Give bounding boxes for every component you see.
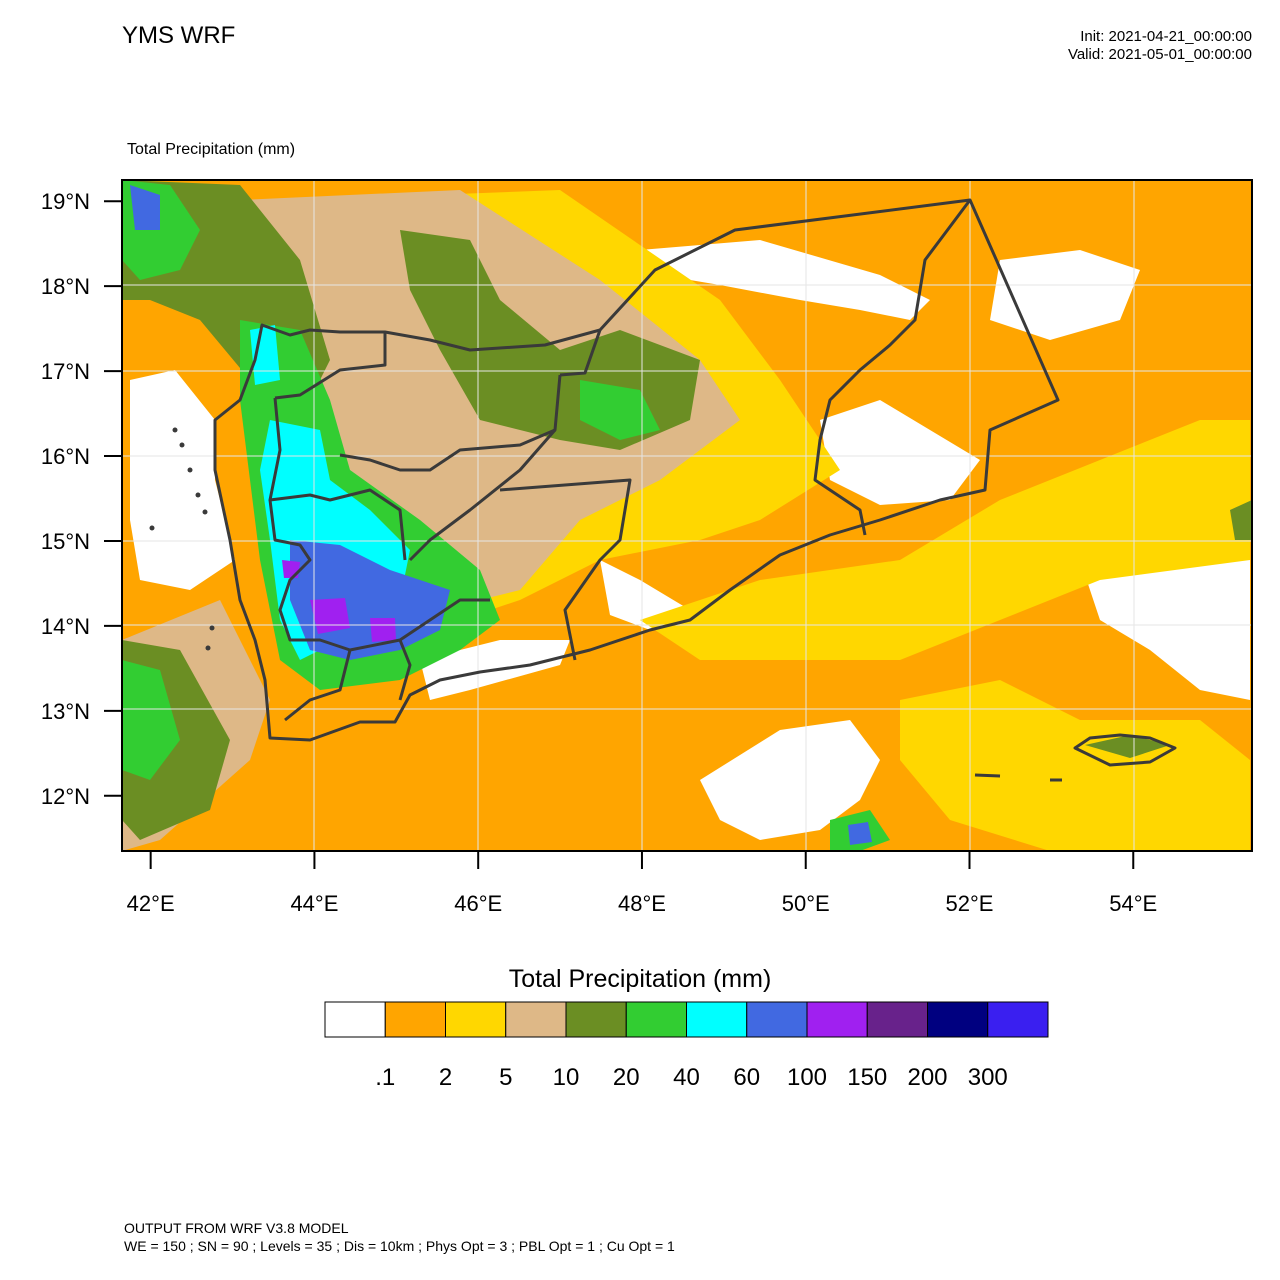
map-frame — [121, 179, 1253, 852]
lat-tick-label: 15°N — [41, 529, 90, 554]
legend-swatch — [384, 1001, 446, 1038]
lat-tick-label: 17°N — [41, 359, 90, 384]
lon-tick-label: 54°E — [1109, 891, 1157, 916]
precip-area-purple — [370, 618, 396, 642]
legend-swatch — [987, 1001, 1049, 1038]
legend-swatch — [746, 1001, 808, 1038]
island-outline — [974, 773, 1001, 778]
precip-area-yellow — [640, 420, 1250, 660]
precip-area-white — [700, 720, 880, 840]
legend-label: 300 — [968, 1064, 1008, 1091]
lat-axis: 19°N 18°N 17°N 16°N 15°N 14°N 13°N 12°N — [41, 189, 122, 809]
legend-label: 200 — [907, 1064, 947, 1091]
precip-area-blue — [130, 185, 160, 230]
precip-area-olive — [1230, 500, 1252, 540]
footer-params: WE = 150 ; SN = 90 ; Levels = 35 ; Dis =… — [124, 1238, 675, 1254]
legend-label: 20 — [613, 1064, 640, 1091]
precip-area-green — [580, 380, 660, 440]
province-border — [274, 332, 387, 400]
precip-area-olive — [1085, 735, 1170, 758]
lat-tick-label: 14°N — [41, 614, 90, 639]
legend-label: 2 — [439, 1064, 452, 1091]
legend-label: 100 — [787, 1064, 827, 1091]
app-title: YMS WRF — [122, 22, 236, 49]
red-sea-islands — [149, 427, 215, 651]
legend-label: 60 — [733, 1064, 760, 1091]
precip-area-white — [820, 400, 980, 505]
lon-tick-label: 48°E — [618, 891, 666, 916]
precip-area-white — [1080, 560, 1250, 700]
socotra-outline — [1073, 733, 1177, 767]
field-title: Total Precipitation (mm) — [127, 141, 296, 158]
province-border — [813, 199, 972, 536]
legend-swatch — [565, 1001, 627, 1038]
init-valid-block: Init: 2021-04-21_00:00:00 Valid: 2021-05… — [1068, 28, 1252, 64]
precip-area-blue — [848, 822, 872, 845]
legend-swatch — [625, 1001, 687, 1038]
lat-tick-label: 19°N — [41, 189, 90, 214]
legend-swatch — [866, 1001, 928, 1038]
graticule — [122, 180, 1252, 851]
lat-tick-label: 13°N — [41, 699, 90, 724]
footer-model: OUTPUT FROM WRF V3.8 MODEL — [124, 1220, 349, 1236]
legend-label: 40 — [673, 1064, 700, 1091]
lon-tick-label: 46°E — [454, 891, 502, 916]
yemen-border — [213, 198, 1060, 742]
lat-tick-label: 16°N — [41, 444, 90, 469]
legend-swatch — [445, 1001, 507, 1038]
province-border — [398, 639, 412, 701]
valid-time: Valid: 2021-05-01_00:00:00 — [1067, 46, 1252, 63]
legend-title: Total Precipitation (mm) — [508, 965, 772, 993]
legend-swatch — [927, 1001, 989, 1038]
legend-swatch — [686, 1001, 748, 1038]
country-borders — [213, 198, 1177, 782]
precip-area-green — [122, 660, 180, 780]
lat-tick-label: 12°N — [41, 784, 90, 809]
legend-label: 5 — [499, 1064, 512, 1091]
footer: OUTPUT FROM WRF V3.8 MODEL WE = 150 ; SN… — [124, 1219, 675, 1255]
province-border — [408, 429, 557, 562]
legend-label: .1 — [375, 1064, 395, 1091]
precip-area-purple — [282, 560, 300, 578]
lon-tick-label: 52°E — [946, 891, 994, 916]
province-border — [499, 478, 632, 661]
province-border — [339, 374, 562, 472]
legend-swatch — [324, 1001, 386, 1038]
precip-area-yellow — [900, 680, 1250, 851]
province-border — [559, 329, 602, 377]
legend-swatch — [505, 1001, 567, 1038]
legend-swatch — [806, 1001, 868, 1038]
lon-tick-label: 44°E — [290, 891, 338, 916]
legend-label: 10 — [553, 1064, 580, 1091]
province-border — [268, 397, 407, 561]
lon-axis: 42°E 44°E 46°E 48°E 50°E 52°E 54°E — [127, 851, 1157, 916]
precip-area-white — [990, 250, 1140, 340]
province-border — [268, 499, 490, 652]
lon-tick-label: 50°E — [782, 891, 830, 916]
precip-area-white — [130, 370, 235, 590]
init-time: Init: 2021-04-21_00:00:00 — [1080, 28, 1252, 45]
province-border — [284, 649, 352, 722]
lat-tick-label: 18°N — [41, 274, 90, 299]
precip-area-white — [640, 240, 930, 320]
lon-tick-label: 42°E — [127, 891, 175, 916]
legend-label: 150 — [847, 1064, 887, 1091]
color-legend: .1 2 5 10 20 40 60 100 150 200 300 — [324, 1001, 1049, 1091]
